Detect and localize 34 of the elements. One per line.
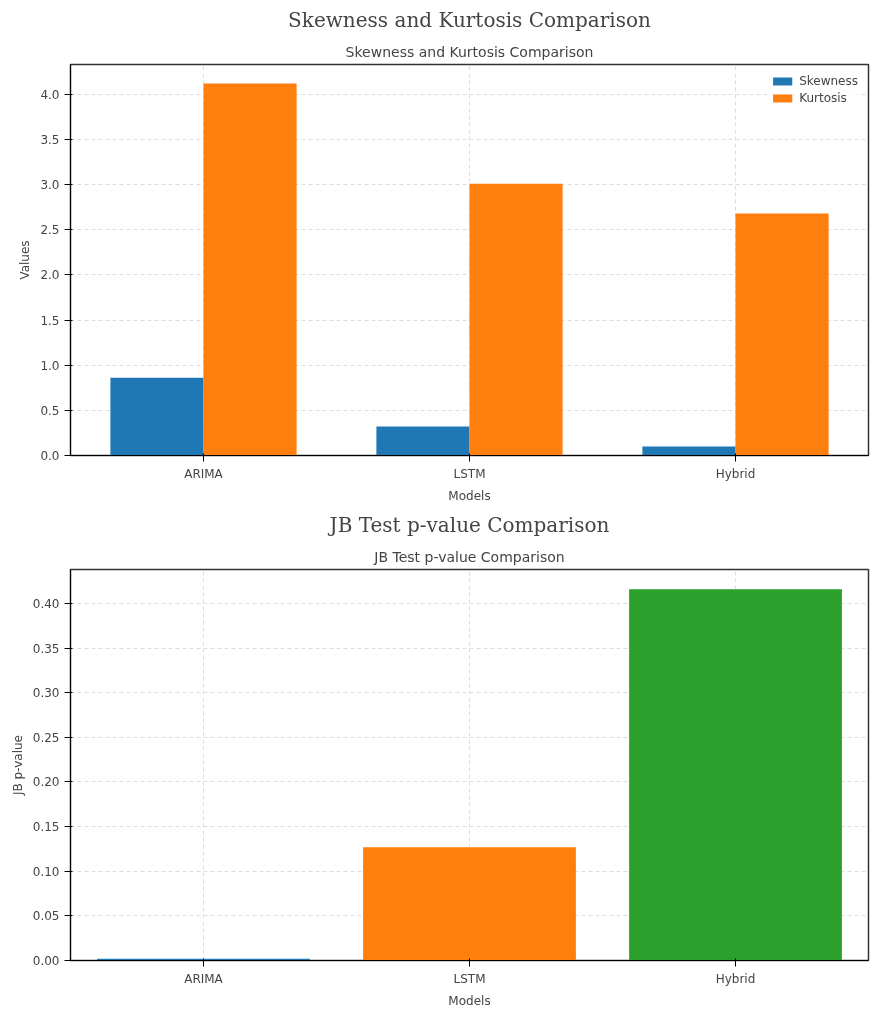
x-tick-label: LSTM (453, 466, 486, 481)
legend-label: Skewness (799, 74, 858, 88)
y-axis-title: Values (18, 240, 33, 280)
y-axis-title: JB p-value (10, 734, 25, 796)
y-tick-label: 2.0 (40, 268, 60, 283)
y-tick-label: 1.0 (40, 358, 60, 373)
y-tick-label: 0.20 (32, 775, 60, 790)
x-tick-label: Hybrid (715, 971, 756, 986)
chart-title: JB Test p-value Comparison (327, 512, 610, 537)
chart-subtitle: Skewness and Kurtosis Comparison (345, 43, 594, 60)
y-tick-label: 0.5 (40, 403, 60, 418)
x-axis-title: Models (448, 488, 491, 503)
x-tick-label: Hybrid (715, 466, 756, 481)
x-axis-title: Models (448, 993, 491, 1008)
y-tick-label: 0.05 (32, 909, 60, 924)
x-tick-label: ARIMA (184, 971, 224, 986)
y-tick-label: 0.15 (32, 820, 60, 835)
legend-label: Kurtosis (799, 91, 847, 105)
x-tick-label: ARIMA (184, 466, 224, 481)
y-tick-label: 0.35 (32, 641, 60, 656)
y-tick-label: 0.0 (40, 449, 60, 463)
y-tick-label: 3.0 (40, 178, 60, 193)
x-tick-label: LSTM (453, 971, 486, 986)
y-tick-label: 0.10 (32, 864, 60, 879)
y-tick-label: 2.5 (40, 223, 60, 238)
chart-subtitle: JB Test p-value Comparison (373, 548, 565, 565)
y-tick-label: 0.40 (32, 596, 60, 611)
y-tick-label: 0.25 (32, 730, 60, 745)
y-tick-label: 0.00 (32, 954, 60, 968)
chart-title: Skewness and Kurtosis Comparison (288, 7, 652, 32)
y-tick-label: 1.5 (40, 313, 60, 328)
y-tick-label: 4.0 (40, 87, 60, 102)
y-tick-label: 3.5 (40, 132, 60, 147)
y-tick-label: 0.30 (32, 686, 60, 701)
